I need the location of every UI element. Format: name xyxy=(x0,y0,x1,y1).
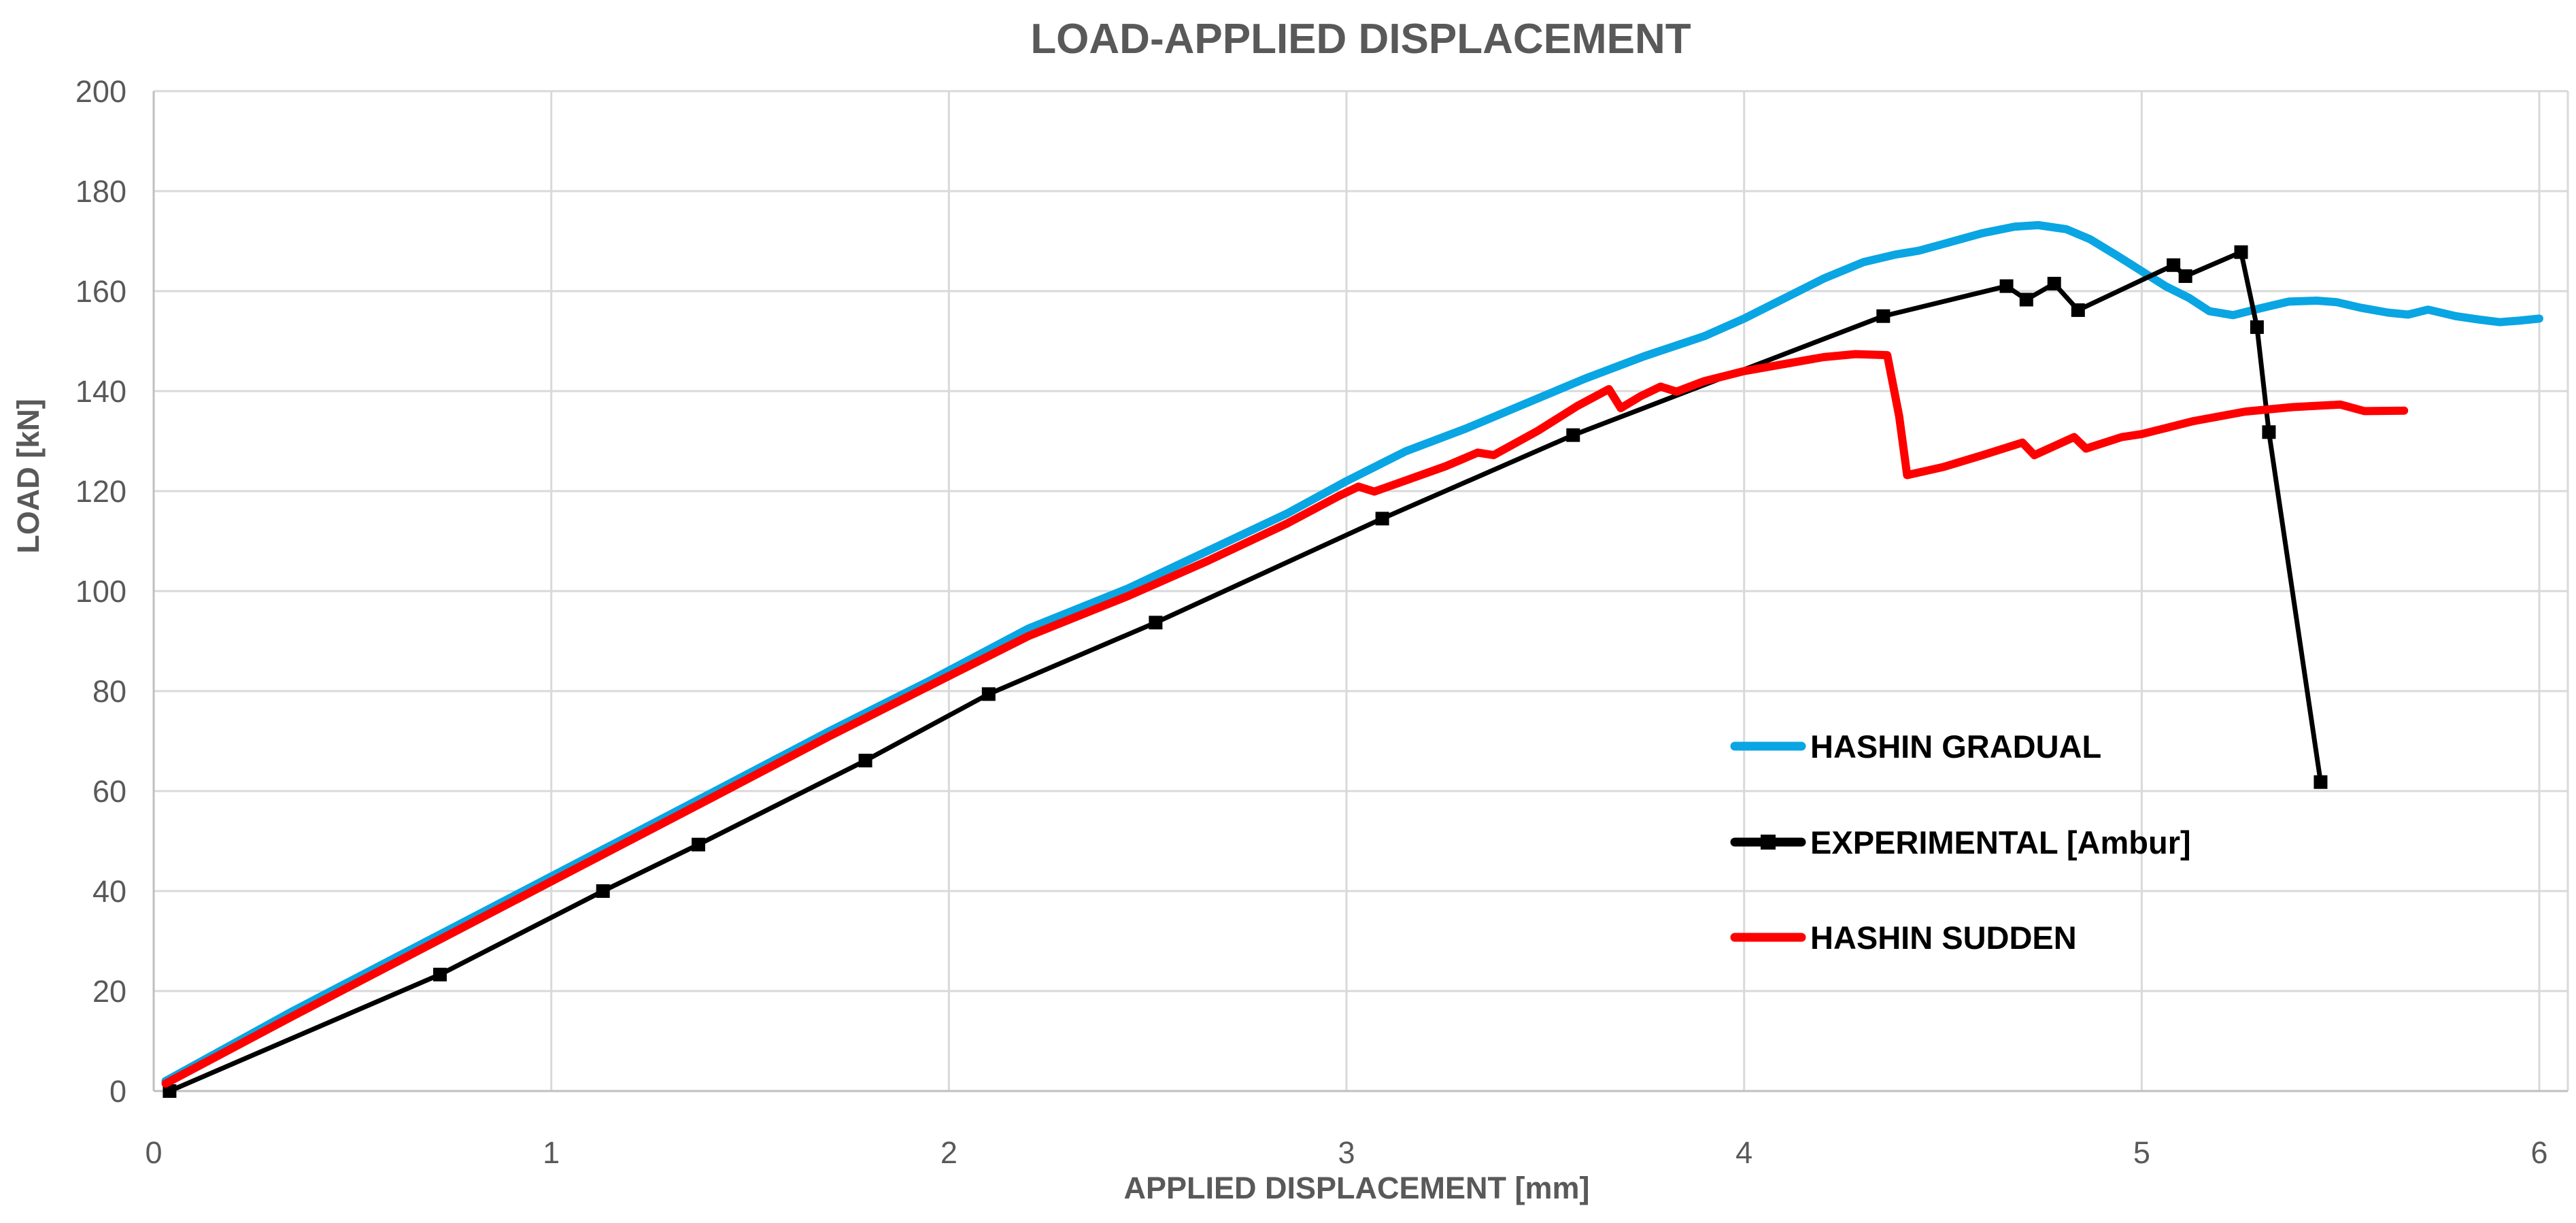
data-point-marker xyxy=(2262,425,2276,439)
data-point-marker xyxy=(2019,292,2033,307)
data-point-marker xyxy=(1375,512,1389,526)
data-point-marker xyxy=(163,1084,177,1098)
y-tick-label: 120 xyxy=(75,474,126,509)
x-tick-label: 0 xyxy=(145,1135,162,1170)
y-tick-label: 40 xyxy=(92,874,126,909)
data-point-marker xyxy=(2250,320,2264,334)
data-point-marker xyxy=(2071,303,2085,317)
x-tick-label: 6 xyxy=(2531,1135,2548,1170)
legend-item: EXPERIMENTAL [Ambur] xyxy=(1730,824,2191,860)
data-point-marker xyxy=(2234,245,2248,259)
x-tick-label: 3 xyxy=(1338,1135,1355,1170)
series-line-experimental-ambur- xyxy=(167,250,2323,1094)
data-point-marker xyxy=(2047,276,2061,290)
x-tick-label: 1 xyxy=(543,1135,560,1170)
legend-marker-sample xyxy=(1761,835,1776,850)
legend-item: HASHIN GRADUAL xyxy=(1730,728,2101,765)
legend-label: EXPERIMENTAL [Ambur] xyxy=(1810,824,2191,860)
y-axis-title: LOAD [kN] xyxy=(11,399,46,553)
x-tick-label: 2 xyxy=(940,1135,957,1170)
y-tick-label: 140 xyxy=(75,374,126,409)
data-point-marker xyxy=(433,967,447,982)
y-tick-label: 60 xyxy=(92,774,126,809)
axis-lines xyxy=(152,91,2568,1092)
y-tick-label: 180 xyxy=(75,174,126,209)
data-point-marker xyxy=(2178,269,2192,283)
chart-title: LOAD-APPLIED DISPLACEMENT xyxy=(1030,16,1691,63)
y-tick-label: 0 xyxy=(109,1074,126,1109)
data-point-marker xyxy=(691,837,705,852)
gridlines xyxy=(154,90,2569,1091)
data-point-marker xyxy=(981,687,996,701)
legend-label: HASHIN GRADUAL xyxy=(1810,728,2101,765)
data-point-marker xyxy=(1999,279,2014,293)
data-point-marker xyxy=(2314,775,2328,789)
y-tick-label: 200 xyxy=(75,74,126,109)
data-point-marker xyxy=(858,754,872,768)
data-point-marker xyxy=(1876,309,1891,323)
y-tick-label: 80 xyxy=(92,674,126,709)
series-line-hashin-gradual xyxy=(161,221,2543,1086)
x-tick-label: 4 xyxy=(1735,1135,1752,1170)
axis-tick-labels: 0 20 40 60 80 100 120 140 160 180 200 0 1 2 3 4 5 6 xyxy=(75,74,2548,1170)
x-axis-title: APPLIED DISPLACEMENT [mm] xyxy=(1123,1171,1589,1205)
legend-item: HASHIN SUDDEN xyxy=(1730,920,2077,956)
legend: HASHIN GRADUAL EXPERIMENTAL [Ambur] HASHIN… xyxy=(1730,728,2191,956)
y-tick-label: 160 xyxy=(75,274,126,309)
data-point-marker xyxy=(1149,616,1163,630)
data-point-marker xyxy=(2167,258,2181,272)
y-tick-label: 100 xyxy=(75,574,126,609)
series-line-hashin-sudden xyxy=(161,350,2409,1088)
series-lines xyxy=(161,221,2543,1098)
x-tick-label: 5 xyxy=(2133,1135,2150,1170)
y-tick-label: 20 xyxy=(92,974,126,1009)
legend-label: HASHIN SUDDEN xyxy=(1810,920,2077,956)
data-point-marker xyxy=(596,884,610,898)
data-point-marker xyxy=(1566,428,1580,442)
